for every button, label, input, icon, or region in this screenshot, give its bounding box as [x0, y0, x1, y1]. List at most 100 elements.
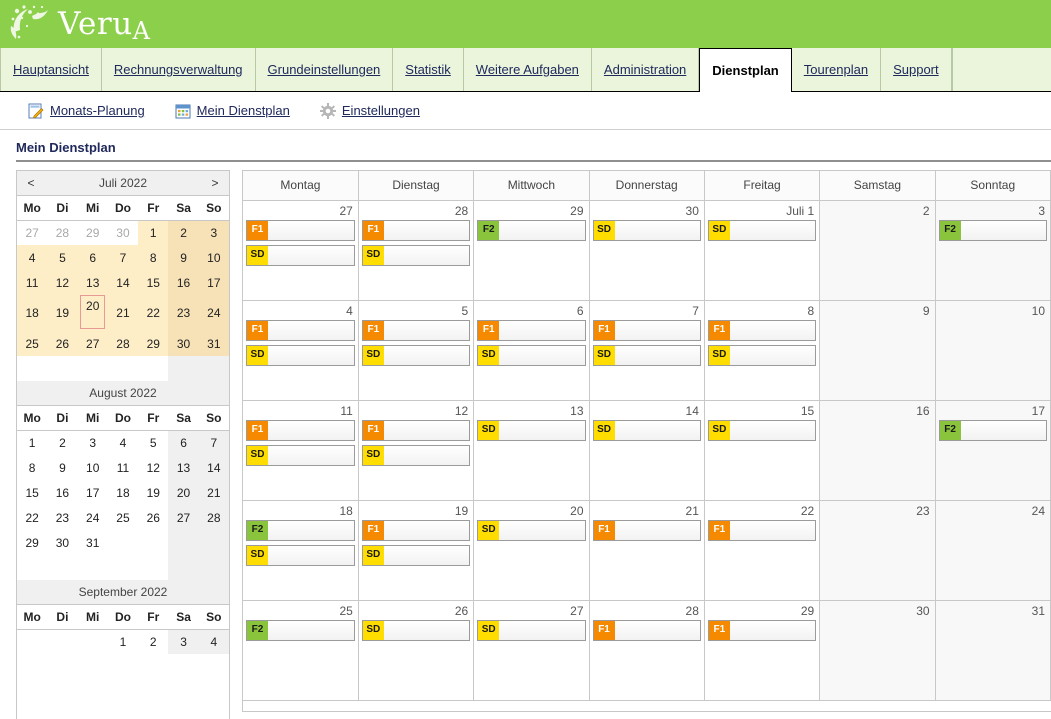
mini-day-cell[interactable]: 16	[168, 270, 199, 295]
mini-day-cell[interactable]: 20	[168, 480, 199, 505]
shift-event-sd[interactable]: SD	[361, 244, 471, 266]
mini-day-cell[interactable]: 21	[198, 480, 229, 505]
shift-event-sd[interactable]: SD	[592, 219, 701, 241]
shift-event-f1[interactable]: F1	[707, 319, 817, 341]
shift-event-sd[interactable]: SD	[592, 344, 701, 366]
mini-day-cell[interactable]: 11	[17, 270, 48, 295]
shift-event-sd[interactable]: SD	[246, 344, 355, 366]
shift-event-sd[interactable]: SD	[361, 619, 471, 641]
mini-day-cell[interactable]: 27	[168, 505, 199, 530]
shift-event-sd[interactable]: SD	[361, 444, 471, 466]
mini-day-cell[interactable]: 6	[168, 430, 199, 455]
mini-day-cell[interactable]: 3	[168, 629, 199, 654]
calendar-day-cell[interactable]: 20 SD	[473, 500, 590, 601]
mini-day-cell[interactable]: 8	[28, 460, 36, 475]
mini-day-cell[interactable]: 2	[59, 435, 66, 450]
calendar-day-cell[interactable]: 2	[819, 200, 936, 301]
mini-day-cell[interactable]: 22	[25, 510, 39, 525]
mini-day-cell[interactable]: 13	[77, 270, 108, 295]
nav-tab-tourenplan[interactable]: Tourenplan	[792, 48, 882, 91]
mini-day-cell[interactable]: 22	[138, 295, 169, 331]
mini-day-cell[interactable]: 18	[17, 295, 48, 331]
shift-event-f1[interactable]: F1	[707, 519, 817, 541]
calendar-day-cell[interactable]: 7 F1 SD	[589, 300, 705, 401]
calendar-day-cell[interactable]: 8 F1 SD	[704, 300, 821, 401]
calendar-day-cell[interactable]: 24	[935, 500, 1051, 601]
shift-event-f2[interactable]: F2	[246, 519, 355, 541]
shift-event-f2[interactable]: F2	[477, 219, 586, 241]
shift-event-f1[interactable]: F1	[707, 619, 817, 641]
nav-tab-grundeinstellungen[interactable]: Grundeinstellungen	[256, 48, 394, 91]
mini-day-cell[interactable]: 3	[89, 435, 97, 450]
shift-event-sd[interactable]: SD	[477, 619, 586, 641]
mini-day-cell[interactable]: 19	[146, 485, 160, 500]
toolbar-item-mein-dienstplan[interactable]: Mein Dienstplan	[175, 103, 290, 119]
mini-day-cell[interactable]: 30	[107, 220, 139, 245]
calendar-day-cell[interactable]: Juli 1 SD	[704, 200, 821, 301]
shift-event-sd[interactable]: SD	[707, 419, 817, 441]
nav-tab-dienstplan[interactable]: Dienstplan	[699, 48, 792, 92]
shift-event-sd[interactable]: SD	[246, 244, 355, 266]
mini-day-cell[interactable]: 25	[17, 331, 48, 356]
calendar-day-cell[interactable]: 14 SD	[589, 400, 705, 501]
nav-tab-administration[interactable]: Administration	[592, 48, 700, 91]
mini-day-cell[interactable]: 9	[59, 460, 66, 475]
mini-day-cell[interactable]: 10	[86, 460, 100, 475]
mini-day-cell[interactable]: 1	[28, 435, 36, 450]
shift-event-f2[interactable]: F2	[246, 619, 355, 641]
mini-day-cell[interactable]: 12	[47, 270, 78, 295]
shift-event-sd[interactable]: SD	[707, 219, 817, 241]
calendar-day-cell[interactable]: 27 F1 SD	[243, 200, 359, 301]
mini-day-cell[interactable]: 31	[198, 331, 229, 356]
mini-day-cell[interactable]: 30	[55, 535, 70, 550]
shift-event-sd[interactable]: SD	[592, 419, 701, 441]
mini-day-cell[interactable]: 6	[77, 245, 108, 270]
shift-event-f1[interactable]: F1	[592, 619, 701, 641]
shift-event-f1[interactable]: F1	[361, 419, 471, 441]
shift-event-f2[interactable]: F2	[938, 219, 1047, 241]
shift-event-f1[interactable]: F1	[246, 219, 355, 241]
shift-event-sd[interactable]: SD	[707, 344, 817, 366]
shift-event-f1[interactable]: F1	[246, 319, 355, 341]
mini-day-cell[interactable]: 15	[25, 485, 39, 500]
mini-day-cell[interactable]: 26	[146, 510, 160, 525]
calendar-day-cell[interactable]: 26 SD	[358, 600, 475, 701]
shift-event-sd[interactable]: SD	[361, 544, 471, 566]
shift-event-f2[interactable]: F2	[938, 419, 1047, 441]
mini-day-cell[interactable]: 7	[107, 245, 139, 270]
calendar-day-cell[interactable]: 27 SD	[473, 600, 590, 701]
shift-event-sd[interactable]: SD	[477, 519, 586, 541]
mini-day-cell[interactable]: 5	[47, 245, 78, 270]
calendar-day-cell[interactable]: 28 F1	[589, 600, 705, 701]
calendar-day-cell[interactable]: 29 F1	[704, 600, 821, 701]
mini-day-cell[interactable]: 27	[77, 331, 108, 356]
calendar-day-cell[interactable]: 3 F2	[935, 200, 1051, 301]
mini-day-cell[interactable]: 2	[168, 220, 199, 245]
mini-day-cell[interactable]: 17	[86, 485, 100, 500]
mini-day-cell[interactable]: 2	[149, 634, 157, 649]
mini-day-cell[interactable]: 24	[198, 295, 229, 331]
shift-event-f1[interactable]: F1	[361, 519, 471, 541]
mini-day-cell[interactable]: 24	[86, 510, 100, 525]
shift-event-f1[interactable]: F1	[592, 519, 701, 541]
mini-day-cell[interactable]: 8	[138, 245, 169, 270]
nav-tab-support[interactable]: Support	[881, 48, 952, 91]
mini-day-cell[interactable]: 3	[198, 220, 229, 245]
mini-day-cell[interactable]: 21	[107, 295, 139, 331]
mini-day-selected[interactable]: 20	[80, 295, 106, 329]
shift-event-f1[interactable]: F1	[592, 319, 701, 341]
calendar-day-cell[interactable]: 6 F1 SD	[473, 300, 590, 401]
mini-day-cell[interactable]: 12	[146, 460, 160, 475]
calendar-day-cell[interactable]: 28 F1 SD	[358, 200, 475, 301]
mini-day-cell[interactable]: 28	[107, 331, 139, 356]
mini-day-cell[interactable]: 20	[77, 295, 108, 331]
toolbar-item-monats-planung[interactable]: Monats-Planung	[28, 103, 145, 119]
calendar-day-cell[interactable]: 17 F2	[935, 400, 1051, 501]
prev-month-button[interactable]: <	[27, 176, 35, 190]
mini-day-cell[interactable]: 28	[47, 220, 78, 245]
calendar-day-cell[interactable]: 30 SD	[589, 200, 705, 301]
calendar-day-cell[interactable]: 31	[935, 600, 1051, 701]
nav-tab-rechnungsverwaltung[interactable]: Rechnungsverwaltung	[102, 48, 256, 91]
nav-tab-hauptansicht[interactable]: Hauptansicht	[0, 48, 102, 91]
calendar-day-cell[interactable]: 16	[819, 400, 936, 501]
